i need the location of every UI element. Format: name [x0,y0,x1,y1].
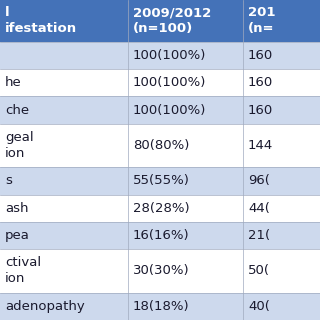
Text: 144: 144 [248,139,273,152]
Text: 44(: 44( [248,202,270,215]
Text: 96(: 96( [248,174,270,188]
Bar [243,97,320,124]
Bar [243,0,320,42]
Bar [128,167,243,195]
Bar [243,293,320,320]
Bar [243,222,320,249]
Bar [0,167,128,195]
Bar [0,69,128,97]
Bar [243,249,320,293]
Bar [0,222,128,249]
Text: 2009/2012
(n=100): 2009/2012 (n=100) [133,6,211,36]
Text: 80(80%): 80(80%) [133,139,189,152]
Bar [243,124,320,167]
Text: 16(16%): 16(16%) [133,229,189,242]
Text: 30(30%): 30(30%) [133,264,189,277]
Bar [128,249,243,293]
Text: l
ifestation: l ifestation [5,6,77,36]
Bar [0,42,128,69]
Text: adenopathy: adenopathy [5,300,84,313]
Bar [243,42,320,69]
Text: 100(100%): 100(100%) [133,104,206,117]
Text: 100(100%): 100(100%) [133,49,206,62]
Bar [128,124,243,167]
Bar [128,69,243,97]
Text: 160: 160 [248,49,273,62]
Text: 160: 160 [248,104,273,117]
Text: 21(: 21( [248,229,270,242]
Bar [128,97,243,124]
Bar [128,222,243,249]
Bar [243,167,320,195]
Bar [128,293,243,320]
Text: he: he [5,76,21,89]
Text: pea: pea [5,229,30,242]
Text: 28(28%): 28(28%) [133,202,189,215]
Bar [243,195,320,222]
Text: 160: 160 [248,76,273,89]
Text: ctival
ion: ctival ion [5,256,41,285]
Text: 201
(n=: 201 (n= [248,6,276,36]
Bar [128,195,243,222]
Bar [128,42,243,69]
Bar [128,0,243,42]
Text: 55(55%): 55(55%) [133,174,190,188]
Text: che: che [5,104,29,117]
Text: 50(: 50( [248,264,270,277]
Bar [0,0,128,42]
Text: 100(100%): 100(100%) [133,76,206,89]
Text: ash: ash [5,202,28,215]
Bar [0,293,128,320]
Text: 40(: 40( [248,300,270,313]
Bar [0,97,128,124]
Text: s: s [5,174,12,188]
Bar [0,195,128,222]
Bar [243,69,320,97]
Bar [0,249,128,293]
Text: 18(18%): 18(18%) [133,300,189,313]
Text: geal
ion: geal ion [5,131,33,160]
Bar [0,124,128,167]
